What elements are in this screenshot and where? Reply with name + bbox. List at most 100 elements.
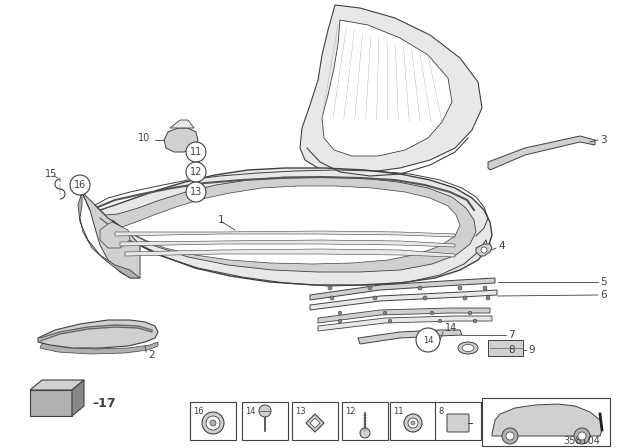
Circle shape — [430, 311, 434, 315]
FancyBboxPatch shape — [447, 414, 469, 432]
Text: 5: 5 — [600, 277, 607, 287]
Bar — [435, 402, 481, 440]
Circle shape — [186, 142, 206, 162]
Text: 12: 12 — [190, 167, 202, 177]
Polygon shape — [170, 120, 194, 128]
Text: 14: 14 — [445, 323, 457, 333]
Text: 6: 6 — [600, 290, 607, 300]
Text: 8: 8 — [508, 345, 515, 355]
Bar — [390, 402, 436, 440]
Text: –17: –17 — [92, 396, 116, 409]
Circle shape — [206, 416, 220, 430]
Circle shape — [473, 319, 477, 323]
Polygon shape — [306, 414, 324, 432]
Text: 16: 16 — [74, 180, 86, 190]
Circle shape — [502, 428, 518, 444]
Text: 1: 1 — [218, 215, 225, 225]
Polygon shape — [310, 418, 320, 428]
Circle shape — [463, 296, 467, 300]
Bar — [482, 398, 610, 446]
Circle shape — [360, 428, 370, 438]
Text: 14: 14 — [245, 407, 255, 416]
Polygon shape — [318, 308, 490, 323]
Circle shape — [486, 296, 490, 300]
Circle shape — [416, 328, 440, 352]
Polygon shape — [78, 192, 140, 278]
Circle shape — [404, 414, 422, 432]
Ellipse shape — [458, 342, 478, 354]
Circle shape — [438, 319, 442, 323]
Text: 4: 4 — [498, 241, 504, 251]
Text: 12: 12 — [345, 407, 355, 416]
Circle shape — [202, 412, 224, 434]
Polygon shape — [38, 320, 158, 348]
Polygon shape — [318, 316, 492, 331]
FancyBboxPatch shape — [488, 340, 523, 356]
Text: 3: 3 — [600, 135, 607, 145]
Polygon shape — [322, 20, 452, 156]
Circle shape — [259, 405, 271, 417]
Polygon shape — [125, 249, 455, 257]
Text: 13: 13 — [295, 407, 306, 416]
Polygon shape — [358, 330, 462, 344]
Bar — [190, 402, 236, 440]
Text: 16: 16 — [193, 407, 204, 416]
Polygon shape — [164, 128, 198, 152]
Circle shape — [186, 162, 206, 182]
Circle shape — [411, 421, 415, 425]
Polygon shape — [115, 231, 455, 237]
Polygon shape — [40, 342, 158, 354]
Bar — [242, 402, 288, 440]
Polygon shape — [30, 390, 72, 416]
Bar — [292, 402, 338, 440]
Polygon shape — [310, 290, 497, 310]
Text: 10: 10 — [138, 133, 150, 143]
Circle shape — [338, 311, 342, 315]
Polygon shape — [310, 278, 495, 300]
Text: 13: 13 — [190, 187, 202, 197]
Circle shape — [388, 319, 392, 323]
Text: 2: 2 — [148, 350, 155, 360]
Circle shape — [481, 247, 487, 253]
Circle shape — [423, 296, 427, 300]
Text: 8: 8 — [438, 407, 444, 416]
Circle shape — [330, 296, 334, 300]
Polygon shape — [112, 186, 460, 264]
Circle shape — [574, 428, 590, 444]
Ellipse shape — [462, 345, 474, 352]
Polygon shape — [82, 168, 492, 285]
Polygon shape — [492, 404, 602, 436]
Text: 11: 11 — [190, 147, 202, 157]
Circle shape — [373, 296, 377, 300]
Polygon shape — [488, 136, 595, 170]
Circle shape — [368, 286, 372, 290]
Polygon shape — [30, 380, 84, 390]
Polygon shape — [476, 244, 492, 256]
Polygon shape — [100, 222, 130, 248]
Circle shape — [338, 319, 342, 323]
Polygon shape — [95, 177, 476, 272]
Circle shape — [186, 182, 206, 202]
Circle shape — [383, 311, 387, 315]
Text: 14: 14 — [423, 336, 433, 345]
Text: 7: 7 — [508, 330, 515, 340]
Circle shape — [468, 311, 472, 315]
Polygon shape — [300, 5, 482, 172]
Bar — [342, 402, 388, 440]
Circle shape — [210, 420, 216, 426]
Circle shape — [418, 286, 422, 290]
Circle shape — [578, 432, 586, 440]
Circle shape — [70, 175, 90, 195]
Polygon shape — [72, 380, 84, 416]
Text: 358104: 358104 — [563, 436, 600, 446]
Circle shape — [458, 286, 462, 290]
Polygon shape — [120, 240, 455, 247]
Circle shape — [483, 286, 487, 290]
Text: 15: 15 — [45, 169, 58, 179]
Polygon shape — [82, 192, 140, 278]
Circle shape — [328, 286, 332, 290]
Circle shape — [408, 418, 418, 428]
Text: 9: 9 — [528, 345, 534, 355]
Text: 11: 11 — [393, 407, 403, 416]
Circle shape — [506, 432, 514, 440]
